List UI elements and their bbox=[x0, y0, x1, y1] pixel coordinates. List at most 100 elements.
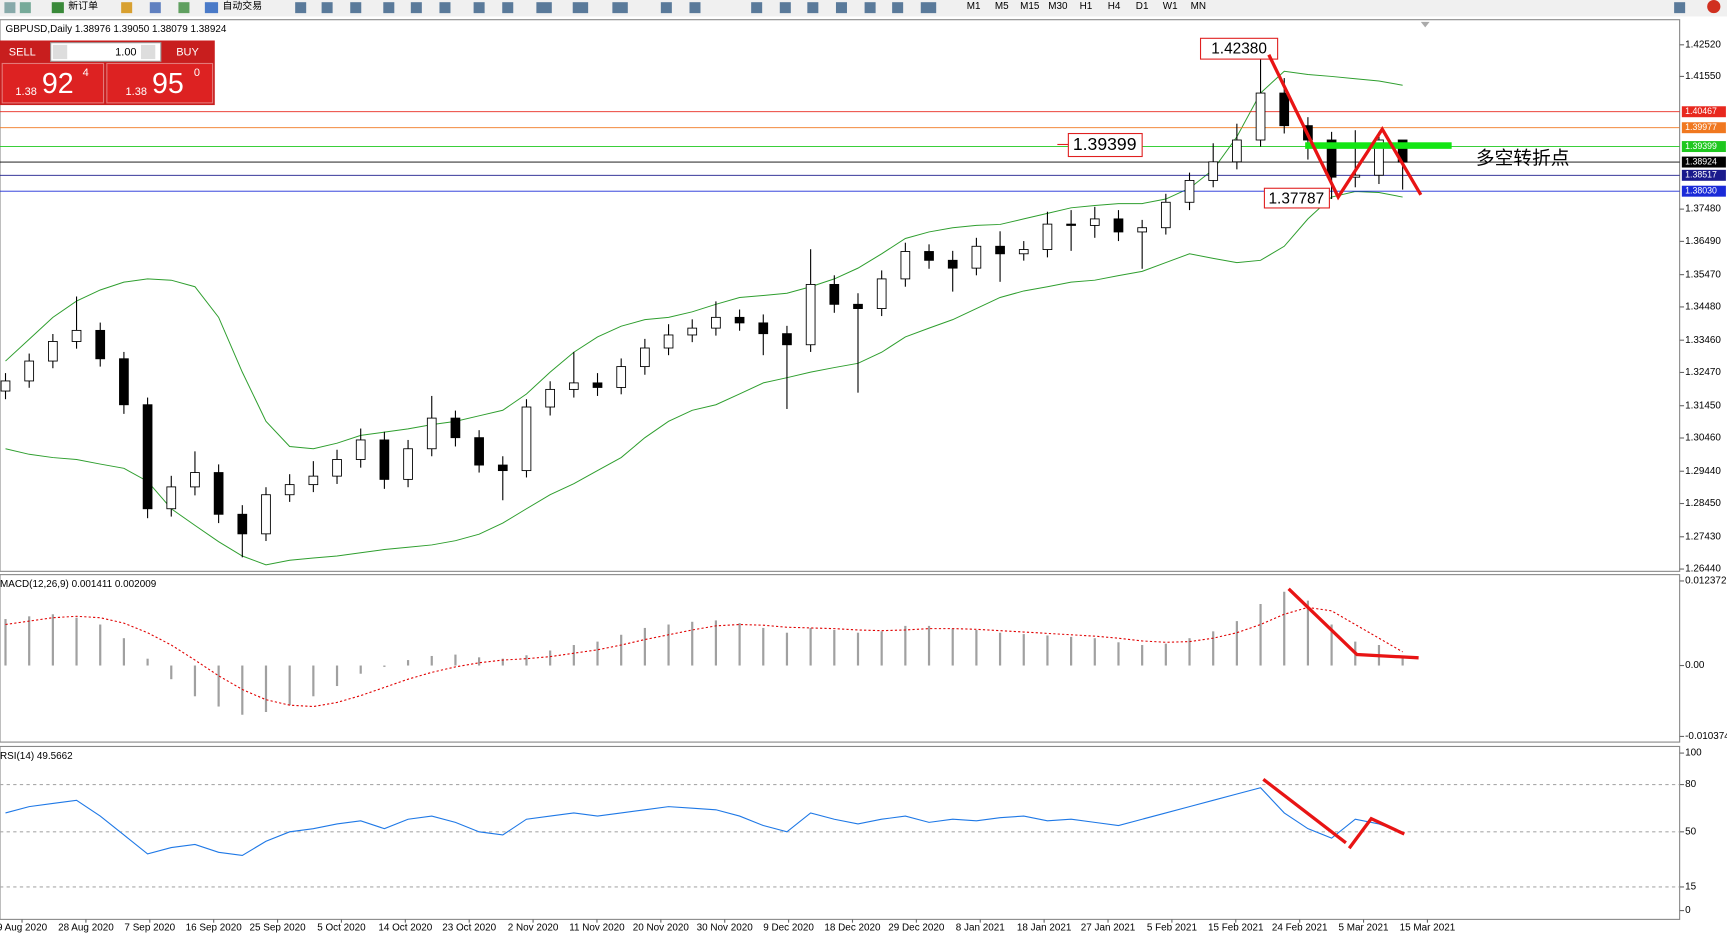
y-tick-label: 1.28450 bbox=[1685, 498, 1721, 509]
candle-body bbox=[616, 366, 627, 388]
y-tick-label: 1.32470 bbox=[1685, 367, 1721, 378]
candle-body bbox=[758, 322, 769, 335]
icon[interactable] bbox=[689, 2, 701, 14]
x-tick-label: 5 Mar 2021 bbox=[1338, 923, 1389, 934]
sell-button[interactable] bbox=[2, 42, 51, 62]
price-arrow bbox=[1267, 54, 1423, 201]
bollinger-band bbox=[5, 70, 1403, 450]
auto-trade[interactable]: 自动交易 bbox=[222, 0, 262, 12]
candle-body bbox=[0, 380, 11, 392]
timeframe[interactable]: M1 bbox=[967, 1, 981, 12]
icon[interactable] bbox=[295, 2, 307, 14]
lot-value[interactable]: 1.00 bbox=[115, 46, 136, 58]
candle-body bbox=[1042, 223, 1053, 250]
new-order-icon[interactable] bbox=[51, 2, 64, 14]
candle-body bbox=[308, 475, 319, 486]
candle-body bbox=[48, 341, 58, 362]
price-level-label: 1.38030 bbox=[1685, 186, 1717, 196]
buy-label[interactable]: BUY bbox=[176, 46, 199, 58]
y-tick-label: 1.27430 bbox=[1685, 531, 1721, 542]
icon[interactable] bbox=[779, 2, 791, 14]
lot-input[interactable] bbox=[50, 42, 162, 62]
price-level-box bbox=[1681, 185, 1726, 197]
icon[interactable] bbox=[660, 2, 672, 14]
price-panel bbox=[0, 19, 1681, 572]
timeframe[interactable]: MN bbox=[1191, 1, 1206, 12]
candle-body bbox=[142, 404, 153, 510]
timeframe[interactable]: H4 bbox=[1108, 1, 1121, 12]
candle-body bbox=[711, 316, 721, 329]
candle-body bbox=[995, 245, 1005, 255]
timeframe[interactable]: M15 bbox=[1020, 1, 1040, 12]
icon[interactable] bbox=[502, 2, 514, 14]
icon[interactable] bbox=[1674, 2, 1686, 14]
pivot-label: 1.39399 bbox=[1073, 134, 1137, 154]
icon[interactable] bbox=[536, 2, 552, 14]
icon[interactable] bbox=[612, 2, 628, 14]
candle-body bbox=[924, 251, 934, 261]
x-tick-label: 28 Aug 2020 bbox=[58, 923, 114, 934]
macd-panel bbox=[0, 574, 1681, 743]
new-order[interactable]: 新订单 bbox=[68, 0, 98, 12]
icon[interactable] bbox=[473, 2, 485, 14]
y-tick-label: 50 bbox=[1685, 826, 1697, 837]
candle-body bbox=[947, 259, 958, 269]
auto-trade-icon[interactable] bbox=[204, 2, 219, 14]
icon[interactable] bbox=[864, 2, 876, 14]
icon[interactable] bbox=[410, 2, 422, 14]
candle-body bbox=[782, 333, 792, 346]
x-tick-label: 9 Dec 2020 bbox=[763, 923, 814, 934]
tool-icons bbox=[295, 2, 1686, 14]
icon[interactable] bbox=[149, 2, 161, 14]
candle-body bbox=[332, 459, 342, 477]
icon[interactable] bbox=[321, 2, 333, 14]
icon[interactable] bbox=[350, 2, 362, 14]
sell-label[interactable]: SELL bbox=[9, 46, 36, 58]
icon[interactable] bbox=[835, 2, 847, 14]
timeframe[interactable]: M5 bbox=[995, 1, 1009, 12]
alert-icon[interactable] bbox=[1707, 0, 1721, 14]
timeframe[interactable]: M30 bbox=[1048, 1, 1068, 12]
price-level-label: 1.39399 bbox=[1685, 141, 1717, 151]
candle-body bbox=[521, 406, 532, 472]
x-tick-label: 9 Aug 2020 bbox=[0, 923, 48, 934]
icon[interactable] bbox=[19, 2, 31, 14]
candle-body bbox=[853, 303, 863, 309]
price-level-label: 1.39977 bbox=[1685, 122, 1717, 132]
x-tick-label: 8 Jan 2021 bbox=[956, 923, 1006, 934]
candle-body bbox=[971, 245, 982, 269]
candle-body bbox=[545, 388, 555, 408]
candle-body bbox=[592, 382, 603, 388]
sell-price-box[interactable] bbox=[1, 62, 105, 104]
candle-body bbox=[687, 327, 698, 336]
icon[interactable] bbox=[751, 2, 763, 14]
rsi-panel bbox=[0, 745, 1681, 920]
timeframe[interactable]: D1 bbox=[1136, 1, 1149, 12]
icon[interactable] bbox=[807, 2, 819, 14]
icon[interactable] bbox=[920, 2, 937, 14]
icon[interactable] bbox=[121, 2, 133, 14]
buy-price-box[interactable] bbox=[106, 62, 214, 104]
x-tick-label: 20 Nov 2020 bbox=[633, 923, 690, 934]
macd-arrow bbox=[1287, 587, 1419, 660]
icon[interactable] bbox=[572, 2, 589, 14]
y-tick-label: 0 bbox=[1685, 905, 1691, 916]
icon[interactable] bbox=[892, 2, 904, 14]
icon[interactable] bbox=[178, 2, 190, 14]
icon[interactable] bbox=[383, 2, 395, 14]
icon[interactable] bbox=[4, 2, 16, 14]
low-label: 1.37787 bbox=[1268, 190, 1324, 207]
timeframe[interactable]: H1 bbox=[1080, 1, 1093, 12]
timeframe[interactable]: W1 bbox=[1163, 1, 1178, 12]
price-level-label: 1.40467 bbox=[1685, 106, 1717, 116]
lot-down[interactable] bbox=[52, 44, 68, 60]
lot-up[interactable] bbox=[140, 44, 156, 60]
candle-body bbox=[1279, 92, 1290, 127]
y-tick-label: 0.012372 bbox=[1685, 576, 1726, 587]
candle-body bbox=[497, 464, 508, 472]
candle-body bbox=[805, 283, 816, 346]
y-tick-label: 100 bbox=[1685, 748, 1702, 759]
icon[interactable] bbox=[439, 2, 451, 14]
price-level-box bbox=[1681, 156, 1726, 168]
